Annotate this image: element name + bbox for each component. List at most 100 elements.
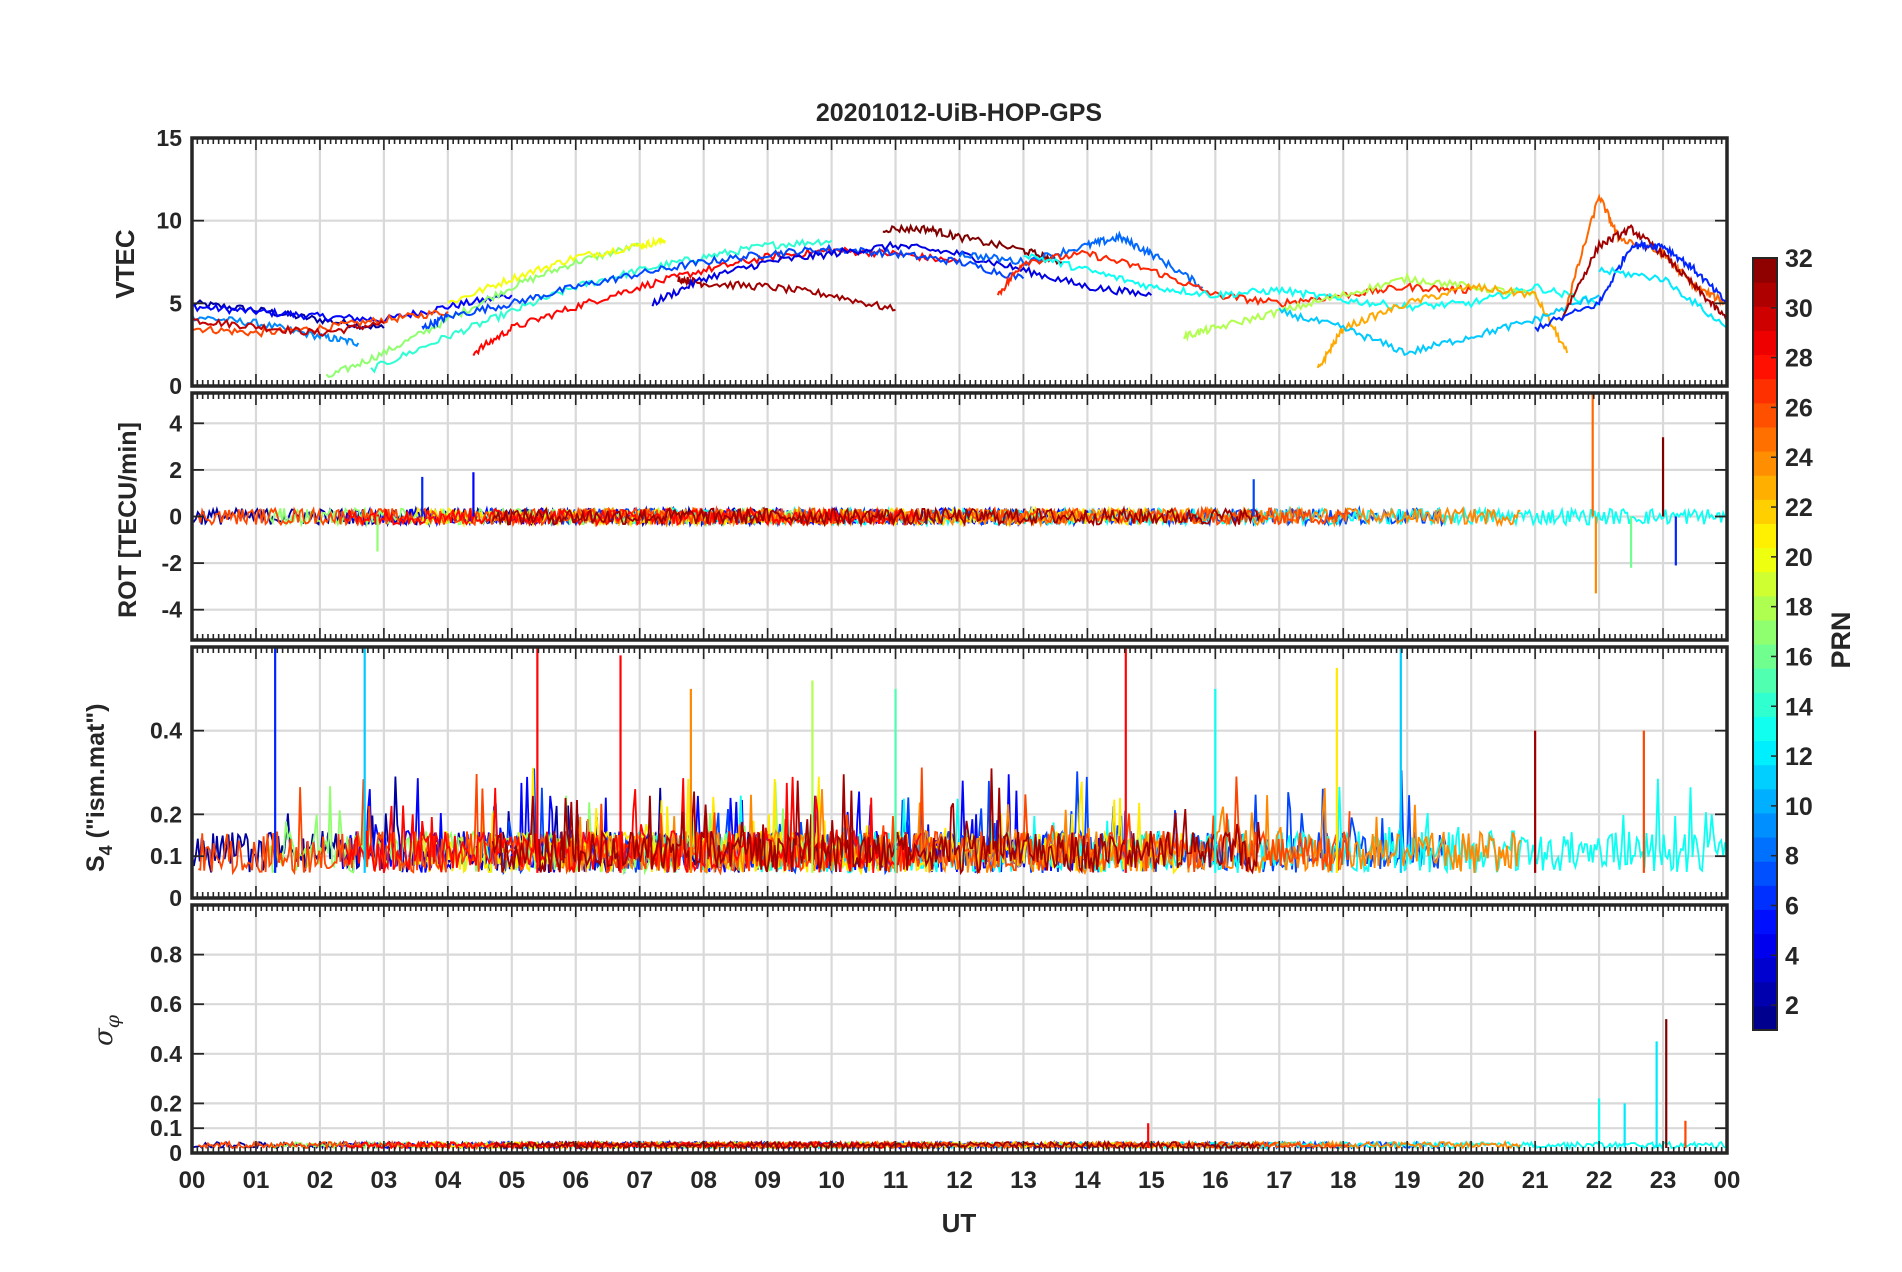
colorbar-band xyxy=(1753,764,1777,790)
vtec-series-prn-32 xyxy=(882,223,1063,266)
colorbar-tick-label: 28 xyxy=(1785,345,1813,373)
sigma-ytick-label: 0.8 xyxy=(150,942,182,968)
sigma-ytick-label: 0.1 xyxy=(150,1115,182,1141)
sigma-phi-ylabel: σφ xyxy=(89,1014,124,1046)
sigma-series-prn-24 xyxy=(562,1139,1522,1151)
vtec-series-prn-27 xyxy=(996,249,1472,308)
vtec-series-prn-26 xyxy=(192,309,449,338)
colorbar-tick-label: 10 xyxy=(1785,793,1813,821)
x-tick-label: 10 xyxy=(818,1167,845,1194)
colorbar-band xyxy=(1753,933,1777,959)
colorbar-band xyxy=(1753,523,1777,549)
rot-series-prn-26 xyxy=(197,505,1351,528)
colorbar-band xyxy=(1753,909,1777,935)
colorbar-band xyxy=(1753,1005,1777,1031)
x-tick-label: 00 xyxy=(1714,1167,1741,1194)
colorbar-band xyxy=(1753,812,1777,838)
vtec-series-prn-4 xyxy=(651,240,1153,307)
x-tick-label: 11 xyxy=(883,1167,908,1194)
colorbar-tick-label: 8 xyxy=(1785,843,1799,871)
colorbar-band xyxy=(1753,378,1777,404)
colorbar-band xyxy=(1753,402,1777,428)
s4-series-prn-28 xyxy=(344,776,922,873)
x-tick-label: 19 xyxy=(1394,1167,1421,1194)
colorbar-band xyxy=(1753,861,1777,886)
sigma-phi-panel: 00.10.2 0.4 0.6 0.8 xyxy=(150,903,1729,1166)
vtec-panel: 0 5 10 15 xyxy=(156,125,1729,399)
vtec-series-prn-13 xyxy=(1023,253,1600,312)
s4-panel: 0 0.1 0.2 0.4 xyxy=(150,645,1729,911)
rot-ytick-label: -2 xyxy=(162,550,182,576)
sigma-ytick-label: 0.2 xyxy=(150,1090,182,1116)
colorbar-tick-label: 14 xyxy=(1785,693,1813,721)
x-tick-label: 21 xyxy=(1522,1167,1549,1194)
s4-ytick-label: 0.2 xyxy=(150,801,182,827)
colorbar-tick-label: 32 xyxy=(1785,245,1813,273)
vtec-ylabel: VTEC xyxy=(110,229,140,299)
x-tick-label: 00 xyxy=(179,1167,206,1194)
vtec-series-prn-20 xyxy=(447,236,667,305)
rot-series-prn-28 xyxy=(344,506,922,528)
colorbar-tick-label: 4 xyxy=(1785,942,1799,970)
s4-ytick-label: 0.1 xyxy=(150,843,182,869)
chart-title: 20201012-UiB-HOP-GPS xyxy=(816,99,1102,127)
colorbar-band xyxy=(1753,451,1777,476)
colorbar-band xyxy=(1753,885,1777,910)
sigma-data xyxy=(192,1019,1726,1151)
vtec-series-prn-7 xyxy=(421,243,1025,331)
colorbar-band xyxy=(1753,499,1777,524)
x-tick-label: 06 xyxy=(562,1167,589,1194)
s4-ylabel-rest: ("ism.mat") xyxy=(82,704,110,846)
x-tick-label: 16 xyxy=(1202,1167,1229,1194)
rot-ytick-label: 2 xyxy=(169,457,182,483)
sigma-series-prn-31 xyxy=(492,1139,1261,1151)
vtec-series-prn-28 xyxy=(472,246,960,357)
colorbar-band xyxy=(1753,330,1777,356)
vtec-series-prn-6 xyxy=(1534,238,1727,333)
colorbar-band xyxy=(1753,595,1777,621)
x-tick-label: 13 xyxy=(1010,1167,1037,1194)
vtec-series-prn-11 xyxy=(1278,294,1600,357)
colorbar-tick-label: 12 xyxy=(1785,743,1813,771)
colorbar-band xyxy=(1753,354,1777,380)
x-tick-label: 22 xyxy=(1586,1167,1613,1194)
colorbar-tick-label: 18 xyxy=(1785,594,1813,622)
s4-ylabel: S4 ("ism.mat") xyxy=(82,704,116,873)
s4-data xyxy=(192,647,1726,876)
vtec-series-prn-30 xyxy=(192,318,385,337)
vtec-ytick-label: 0 xyxy=(169,373,182,399)
vtec-ytick-label: 10 xyxy=(156,208,182,234)
vtec-series-prn-8 xyxy=(958,230,1204,291)
colorbar-band xyxy=(1753,957,1777,983)
colorbar-band xyxy=(1753,426,1777,452)
s4-ylabel-main: S xyxy=(82,855,110,872)
sigma-ytick-label: 0.4 xyxy=(150,1041,182,1067)
x-tick-label: 03 xyxy=(371,1167,398,1194)
colorbar-band xyxy=(1753,306,1777,331)
x-tick-label: 09 xyxy=(754,1167,781,1194)
x-tick-label: 01 xyxy=(243,1167,270,1194)
colorbar-band xyxy=(1753,740,1777,766)
x-tick-label: 02 xyxy=(307,1167,334,1194)
colorbar-frame xyxy=(1752,257,1778,1031)
colorbar-band xyxy=(1753,475,1777,500)
x-tick-label: 15 xyxy=(1138,1167,1165,1194)
rot-ytick-label: 4 xyxy=(169,410,182,436)
rot-data xyxy=(192,393,1726,594)
x-tick-label: 14 xyxy=(1074,1167,1101,1194)
s4-ylabel-subscript: 4 xyxy=(96,845,116,855)
colorbar-tick-label: 2 xyxy=(1785,992,1799,1020)
s4-ytick-label: 0.4 xyxy=(150,718,182,744)
vtec-data xyxy=(192,193,1727,378)
colorbar-label: PRN xyxy=(1826,611,1856,668)
colorbar-band xyxy=(1753,571,1777,597)
colorbar-tick-label: 30 xyxy=(1785,295,1813,323)
vtec-series-prn-12 xyxy=(1598,266,1727,329)
sigma-ytick-label: 0 xyxy=(169,1140,182,1166)
colorbar-band xyxy=(1753,258,1777,283)
x-tick-label: 23 xyxy=(1650,1167,1677,1194)
rot-ytick-label: -4 xyxy=(162,597,183,623)
colorbar-tick-label: 6 xyxy=(1785,892,1799,920)
sigma-ytick-label: 0.6 xyxy=(150,991,182,1017)
